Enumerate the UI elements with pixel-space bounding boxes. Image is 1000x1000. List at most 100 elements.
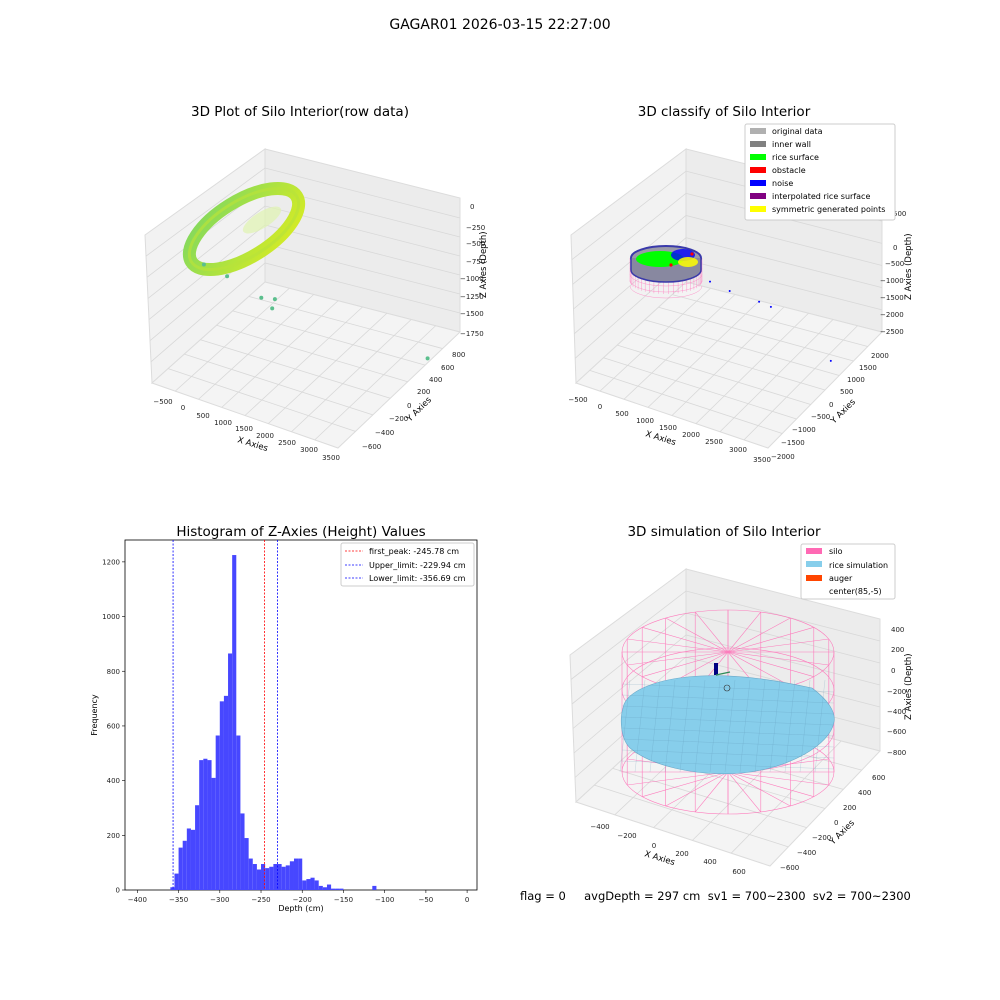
symmetric-generated-points <box>678 257 698 267</box>
x-tick-label: 0 <box>465 896 469 904</box>
noise-point <box>709 280 711 283</box>
y-tick-label: 800 <box>107 668 120 676</box>
histogram-bar <box>318 885 323 890</box>
y-tick: 0 <box>407 402 411 410</box>
silo-floor-spoke <box>642 771 729 797</box>
panel-raw-3d: 3D Plot of Silo Interior(row data) −500 … <box>144 104 489 462</box>
histogram-bar <box>265 868 270 891</box>
z-tick: 0 <box>893 244 897 252</box>
y-tick-label: 400 <box>107 777 120 785</box>
histogram-bar <box>252 864 257 890</box>
silo-roof-spoke <box>727 651 814 677</box>
x-tick: 1000 <box>214 419 232 427</box>
legend: original data inner wall rice surface ob… <box>744 123 896 221</box>
z-axis-label: Z Axies (Depth) <box>479 231 489 298</box>
legend-label: rice surface <box>772 153 819 162</box>
legend-label: Upper_limit: -229.94 cm <box>369 561 466 570</box>
silo-roof-spoke <box>642 627 729 653</box>
mesh-line <box>634 679 646 773</box>
histogram-bar <box>211 777 216 890</box>
z-tick: −500 <box>466 240 485 248</box>
histogram-bar <box>174 873 179 890</box>
histogram-bar <box>190 829 196 890</box>
x-tick-label: −400 <box>128 896 147 904</box>
z-axis-label: Z Axies (Depth) <box>904 233 914 300</box>
legend-swatch <box>750 167 766 173</box>
legend-label: silo <box>829 547 843 556</box>
outlier-points <box>201 262 430 361</box>
grid-line <box>314 325 436 441</box>
outlier-point <box>272 297 277 302</box>
histogram-bar <box>178 847 183 890</box>
mesh-line <box>621 749 835 759</box>
x-tick: 3500 <box>753 456 771 464</box>
y-tick: 400 <box>429 376 442 384</box>
x-tick: 1000 <box>636 417 654 425</box>
histogram-bar <box>326 884 332 890</box>
obstacle-point <box>690 252 694 256</box>
silo-floor-spoke <box>665 771 729 807</box>
histogram-bar <box>215 735 220 890</box>
chart-title: 3D simulation of Silo Interior <box>627 524 821 540</box>
y-tick: 600 <box>441 364 454 372</box>
legend-label: rice simulation <box>829 561 888 570</box>
mesh-line <box>679 679 691 773</box>
histogram-bars <box>170 555 377 891</box>
z-tick: −500 <box>885 260 904 268</box>
y-tick: 200 <box>843 804 856 812</box>
x-tick: 1500 <box>235 425 253 433</box>
histogram-bar <box>223 695 229 890</box>
outlier-point <box>270 306 275 311</box>
histogram-bar <box>244 838 249 890</box>
chart-title: 3D Plot of Silo Interior(row data) <box>191 104 409 120</box>
grid-line <box>216 324 408 383</box>
z-tick: −1000 <box>460 275 484 283</box>
histogram-bar <box>281 866 286 890</box>
histogram-bar <box>203 758 208 890</box>
pane-floor <box>575 281 883 449</box>
y-tick: −400 <box>375 429 394 437</box>
mesh-line <box>814 679 826 773</box>
x-tick: 2500 <box>705 438 723 446</box>
legend-swatch <box>750 154 766 160</box>
threshold-lines <box>172 540 278 890</box>
legend-label: interpolated rice surface <box>772 192 870 201</box>
x-tick-label: −50 <box>418 896 433 904</box>
grid-line <box>248 296 443 349</box>
mesh-line <box>709 679 721 773</box>
legend: first_peak: -245.78 cm Upper_limit: -229… <box>340 542 475 587</box>
y-tick-label: 1000 <box>102 613 120 621</box>
grid-line <box>221 300 339 408</box>
mesh-line <box>621 683 835 693</box>
x-tick-label: −200 <box>293 896 312 904</box>
z-tick: −1000 <box>880 277 904 285</box>
y-tick: 600 <box>872 774 885 782</box>
y-axis-label: Frequency <box>90 694 99 736</box>
silo-floor-spoke <box>727 771 762 813</box>
histogram-bar <box>372 885 377 890</box>
x-tick: 0 <box>598 403 602 411</box>
z-tick: −400 <box>887 708 906 716</box>
z-tick: −1500 <box>880 294 904 302</box>
z-tick: 400 <box>891 626 904 634</box>
histogram-bar <box>199 760 204 890</box>
mesh-line <box>724 679 736 773</box>
silo-floor-spoke <box>727 771 791 807</box>
z-tick: −1750 <box>460 330 484 338</box>
x-tick: 500 <box>615 410 628 418</box>
z-tick: −600 <box>887 728 906 736</box>
x-tick: 500 <box>196 412 209 420</box>
grid-line <box>145 167 461 257</box>
histogram-bar <box>339 888 344 890</box>
x-ticks: −400 −350 −300 −250 −200 −150 −100 −50 0 <box>128 890 469 904</box>
x-tick: −500 <box>568 396 587 404</box>
histogram-bar <box>261 864 266 890</box>
histogram-bar <box>240 813 245 890</box>
legend-swatch <box>750 193 766 199</box>
z-tick: 0 <box>470 203 474 211</box>
legend-label: auger <box>829 574 853 583</box>
histogram-bar <box>331 888 336 890</box>
histogram-bar <box>170 887 175 890</box>
y-tick: −200 <box>812 834 831 842</box>
